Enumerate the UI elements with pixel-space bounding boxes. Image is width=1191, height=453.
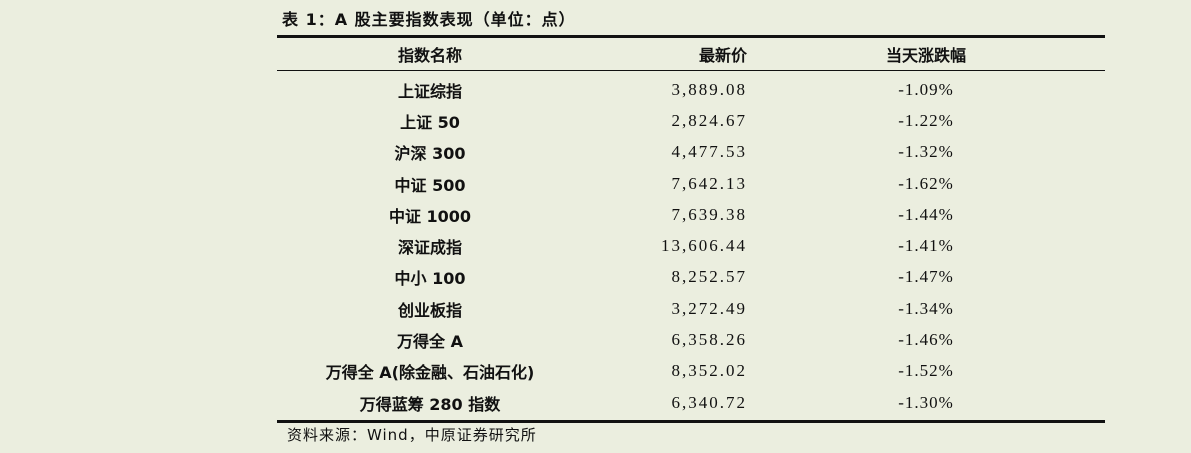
latest-price-cell: 7,639.38 (671, 204, 747, 224)
daily-change-cell: -1.52% (898, 361, 954, 381)
table-row: 沪深 300 4,477.53 -1.32% (277, 137, 1105, 168)
daily-change-cell: -1.32% (898, 142, 954, 162)
table-header: 指数名称 最新价 当天涨跌幅 (277, 38, 1105, 71)
daily-change-cell: -1.46% (898, 330, 954, 350)
table-body: 上证综指 3,889.08 -1.09% 上证 50 2,824.67 -1.22% 沪深 … (277, 71, 1105, 420)
source-note: 资料来源：Wind，中原证券研究所 (287, 426, 537, 444)
header-index-name: 指数名称 (397, 46, 462, 65)
table-row: 上证综指 3,889.08 -1.09% (277, 74, 1105, 105)
latest-price-cell: 13,606.44 (661, 236, 747, 256)
index-performance-table: 指数名称 最新价 当天涨跌幅 上证综指 3,889.08 -1.09% 上证 50 2,… (277, 35, 1105, 424)
header-latest-price-label: 最新价 (698, 46, 747, 65)
daily-change-cell: -1.30% (898, 392, 954, 412)
daily-change-cell: -1.44% (898, 204, 954, 224)
table-row: 中小 100 8,252.57 -1.47% (277, 262, 1105, 293)
table-row: 万得全 A(除金融、石油石化) 8,352.02 -1.52% (277, 356, 1105, 387)
latest-price-cell: 3,272.49 (671, 298, 747, 318)
daily-change-cell: -1.34% (898, 298, 954, 318)
latest-price-cell: 4,477.53 (671, 142, 747, 162)
index-name-cell: 中证 1000 (388, 206, 472, 226)
table-row: 中证 500 7,642.13 -1.62% (277, 168, 1105, 199)
table-title: 表 1：A 股主要指数表现（单位：点） (282, 10, 576, 29)
daily-change-cell: -1.09% (898, 79, 954, 99)
latest-price-cell: 6,358.26 (671, 330, 747, 350)
latest-price-cell: 7,642.13 (671, 173, 747, 193)
daily-change-cell: -1.62% (898, 173, 954, 193)
table-row: 万得蓝筹 280 指数 6,340.72 -1.30% (277, 387, 1105, 418)
index-name-cell: 创业板指 (397, 300, 462, 320)
index-name-cell: 万得全 A (397, 332, 463, 352)
latest-price-cell: 8,352.02 (671, 361, 747, 381)
index-name-cell: 沪深 300 (394, 144, 466, 164)
table-row: 上证 50 2,824.67 -1.22% (277, 105, 1105, 136)
latest-price-cell: 6,340.72 (671, 392, 747, 412)
table-row: 深证成指 13,606.44 -1.41% (277, 230, 1105, 261)
index-name-cell: 上证综指 (397, 81, 462, 101)
table-row: 中证 1000 7,639.38 -1.44% (277, 199, 1105, 230)
daily-change-cell: -1.47% (898, 267, 954, 287)
daily-change-cell: -1.41% (898, 236, 954, 256)
index-name-cell: 中小 100 (394, 269, 466, 289)
latest-price-cell: 2,824.67 (671, 110, 747, 130)
daily-change-cell: -1.22% (898, 110, 954, 130)
table-row: 创业板指 3,272.49 -1.34% (277, 293, 1105, 324)
index-name-cell: 上证 50 (400, 112, 460, 132)
index-name-cell: 万得全 A(除金融、石油石化) (325, 363, 535, 383)
latest-price-cell: 3,889.08 (671, 79, 747, 99)
index-name-cell: 万得蓝筹 280 指数 (359, 394, 501, 414)
index-name-cell: 中证 500 (394, 175, 466, 195)
header-daily-change: 当天涨跌幅 (885, 46, 966, 65)
latest-price-cell: 8,252.57 (671, 267, 747, 287)
index-name-cell: 深证成指 (397, 238, 462, 258)
table-row: 万得全 A 6,358.26 -1.46% (277, 324, 1105, 355)
header-latest-price: 最新价 (583, 42, 747, 66)
